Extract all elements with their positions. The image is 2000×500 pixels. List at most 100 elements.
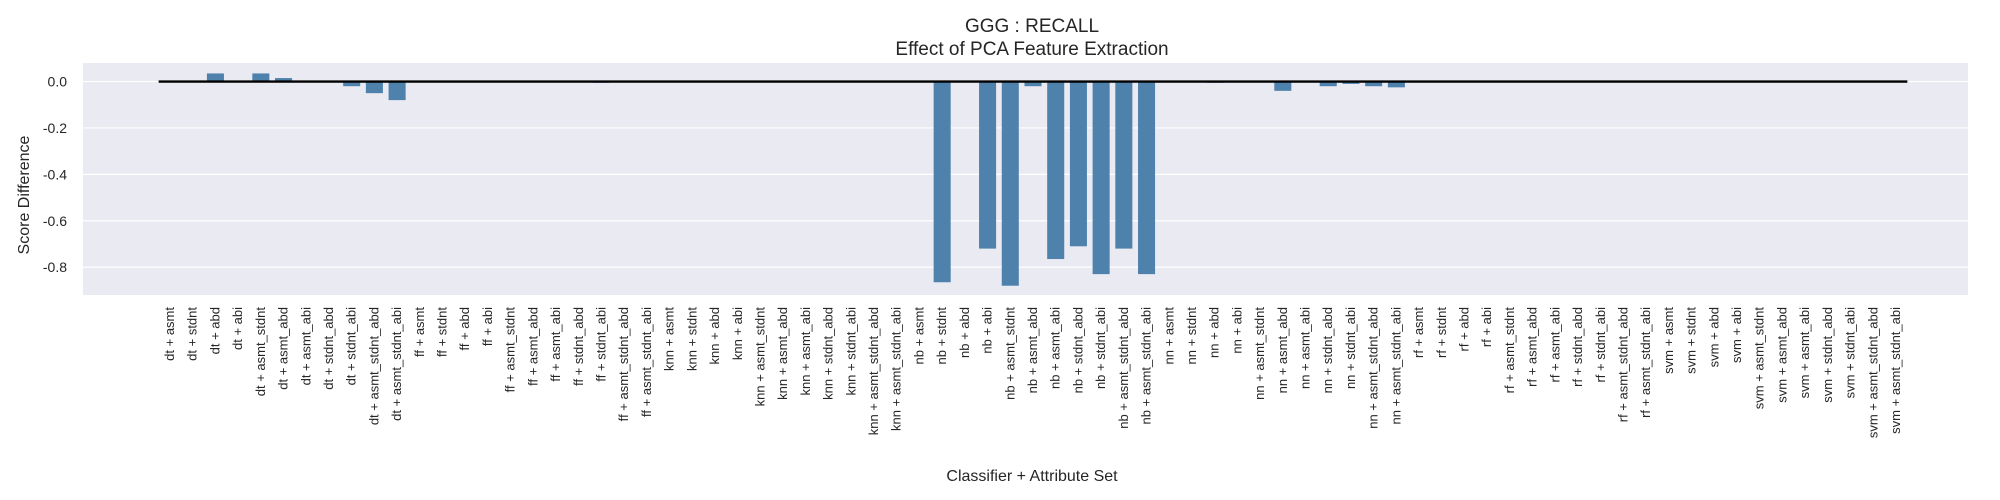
bar [206, 73, 224, 82]
x-tick-label: knn + stdnt [684, 307, 699, 371]
bar [1115, 81, 1133, 249]
x-tick-label: rf + stdnt_abi [1593, 307, 1608, 383]
y-tick-label: -0.4 [43, 166, 67, 182]
x-tick-label: nn + abd [1207, 307, 1222, 358]
bar [1138, 81, 1156, 275]
x-tick-label: svm + stdnt [1684, 307, 1699, 374]
x-tick-label: nn + asmt_abi [1298, 307, 1313, 389]
x-tick-label: rf + asmt_stdnt_abi [1638, 307, 1653, 418]
x-tick-label: nn + asmt_stdnt_abd [1366, 307, 1381, 429]
x-tick-label: nb + asmt_abi [1048, 307, 1063, 389]
bars [206, 73, 1405, 286]
bar [933, 81, 951, 283]
x-tick-label: svm + stdnt_abd [1820, 307, 1835, 403]
x-tick-label: knn + abi [730, 307, 745, 360]
x-tick-label: svm + abd [1706, 307, 1721, 367]
x-tick-label: nn + abi [1229, 307, 1244, 354]
chart-subtitle: Effect of PCA Feature Extraction [895, 39, 1168, 60]
x-tick-label: svm + abi [1729, 307, 1744, 363]
x-tick-label: svm + stdnt_abi [1843, 307, 1858, 399]
x-tick-label: nb + abd [957, 307, 972, 358]
y-tick-label: -0.6 [43, 213, 67, 229]
x-tick-label: knn + asmt_abi [798, 307, 813, 396]
x-tick-label: rf + asmt_stdnt [1502, 307, 1517, 394]
x-tick-label: ff + stdnt_abd [571, 307, 586, 386]
x-tick-label: ff + asmt [412, 307, 427, 357]
bar [1047, 81, 1065, 260]
x-tick-label: knn + asmt_abd [775, 307, 790, 400]
y-tick-label: 0.0 [48, 74, 68, 90]
x-tick-label: ff + abi [480, 307, 495, 346]
x-tick-label: nn + stdnt_abd [1320, 307, 1335, 393]
x-tick-label: nn + asmt [1161, 307, 1176, 365]
x-tick-label: svm + asmt_abd [1774, 307, 1789, 403]
x-tick-label: rf + asmt [1411, 307, 1426, 358]
x-tick-label: knn + asmt_stdnt_abi [889, 307, 904, 431]
x-tick-label: knn + stdnt_abd [821, 307, 836, 400]
x-tick-label: rf + asmt_abi [1547, 307, 1562, 383]
x-tick-label: nn + asmt_abd [1275, 307, 1290, 393]
x-tick-label: ff + asmt_abi [548, 307, 563, 382]
x-tick-label: ff + stdnt_abi [594, 307, 609, 382]
x-tick-label: nb + asmt_stdnt [1002, 307, 1017, 400]
x-tick-label: knn + asmt_stdnt_abd [866, 307, 881, 435]
x-tick-label: ff + asmt_stdnt [503, 307, 518, 393]
x-tick-label: rf + asmt_abd [1525, 307, 1540, 387]
x-axis-ticks: dt + asmt dt + stdnt dt + abd dt + abi dt + … [162, 307, 1903, 439]
x-tick-label: rf + stdnt_abd [1570, 307, 1585, 387]
bar [1024, 81, 1042, 87]
x-tick-label: knn + stdnt_abi [843, 307, 858, 396]
bar [343, 81, 361, 87]
x-tick-label: dt + stdnt [185, 307, 200, 361]
x-tick-label: nb + asmt_stdnt_abi [1139, 307, 1154, 425]
x-tick-label: rf + asmt_stdnt_abd [1615, 307, 1630, 422]
x-tick-label: svm + asmt [1661, 307, 1676, 374]
plot-area [83, 63, 1968, 295]
x-tick-label: dt + asmt [162, 307, 177, 361]
x-tick-label: dt + asmt_abd [276, 307, 291, 390]
x-tick-label: dt + abi [230, 307, 245, 350]
x-tick-label: rf + abi [1479, 307, 1494, 347]
x-tick-label: dt + asmt_stdnt_abd [366, 307, 381, 425]
x-tick-label: knn + abd [707, 307, 722, 364]
chart-title: GGG : RECALL [965, 16, 1099, 37]
x-tick-label: nb + stdnt [934, 307, 949, 365]
x-tick-label: knn + asmt_stdnt [752, 307, 767, 407]
x-tick-label: ff + stdnt [435, 307, 450, 357]
x-tick-label: rf + stdnt [1434, 307, 1449, 358]
x-tick-label: nb + asmt_abd [1025, 307, 1040, 393]
bar [1274, 81, 1292, 91]
x-tick-label: ff + asmt_stdnt_abi [639, 307, 654, 417]
x-tick-label: dt + stdnt_abd [321, 307, 336, 390]
x-tick-label: dt + asmt_stdnt [253, 307, 268, 397]
y-tick-label: -0.2 [43, 120, 67, 136]
x-tick-label: nb + stdnt_abi [1093, 307, 1108, 389]
bar [252, 73, 270, 82]
x-tick-label: ff + asmt_abd [525, 307, 540, 386]
x-tick-label: nb + asmt_stdnt_abd [1116, 307, 1131, 429]
x-tick-label: nb + abi [980, 307, 995, 354]
x-tick-label: svm + asmt_stdnt_abd [1865, 307, 1880, 438]
x-tick-label: knn + asmt [662, 307, 677, 371]
x-tick-label: ff + asmt_stdnt_abd [616, 307, 631, 421]
bar [1365, 81, 1383, 87]
bar [1319, 81, 1337, 87]
x-tick-label: dt + stdnt_abi [344, 307, 359, 386]
x-tick-label: dt + asmt_stdnt_abi [389, 307, 404, 421]
y-axis-ticks: 0.0 -0.2 -0.4 -0.6 -0.8 [43, 74, 67, 276]
x-tick-label: dt + asmt_abi [298, 307, 313, 386]
x-tick-label: svm + asmt_stdnt [1752, 307, 1767, 410]
x-tick-label: nn + asmt_stdnt [1252, 307, 1267, 400]
x-tick-label: nn + stdnt_abi [1343, 307, 1358, 389]
x-tick-label: nn + asmt_stdnt_abi [1388, 307, 1403, 425]
x-tick-label: dt + abd [207, 307, 222, 354]
y-axis-label: Score Difference [16, 135, 33, 254]
x-axis-label: Classifier + Attribute Set [946, 468, 1118, 485]
x-tick-label: nb + stdnt_abd [1070, 307, 1085, 393]
bar [1092, 81, 1110, 275]
x-tick-label: ff + abd [457, 307, 472, 351]
bar [388, 81, 406, 101]
x-tick-label: nb + asmt [911, 307, 926, 365]
bar [1001, 81, 1019, 286]
bar [275, 78, 293, 82]
